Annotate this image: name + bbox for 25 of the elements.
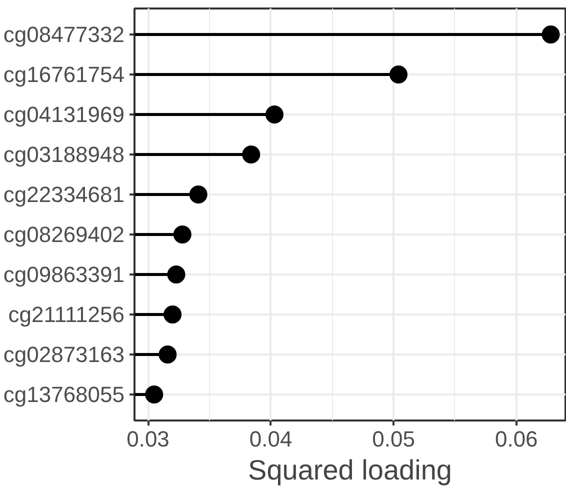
x-tick-label: 0.06 [494,426,538,452]
y-tick-label: cg08269402 [3,222,125,247]
y-tick-label: cg21111256 [8,302,125,327]
y-tick-label: cg16761754 [3,62,125,87]
x-tick-label: 0.04 [249,426,292,452]
point [242,146,260,164]
y-tick-label: cg22334681 [3,182,125,207]
point [164,306,182,324]
y-tick-label: cg09863391 [3,262,125,287]
point [167,266,186,284]
point [390,66,408,84]
point [189,186,208,204]
point [158,346,177,364]
point [173,226,192,244]
point [265,106,284,124]
y-tick-label: cg08477332 [3,22,125,47]
y-tick-label: cg02873163 [3,342,125,367]
x-tick-label: 0.03 [126,426,170,452]
point [145,386,164,404]
y-tick-label: cg13768055 [3,382,125,407]
y-tick-label: cg03188948 [3,142,125,167]
y-tick-label: cg04131969 [3,102,125,127]
point [542,26,560,44]
x-tick-label: 0.05 [372,426,416,452]
x-axis-title: Squared loading [248,454,452,486]
